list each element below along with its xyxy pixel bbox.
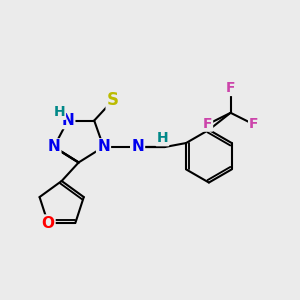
Text: F: F (226, 81, 235, 95)
Text: F: F (249, 117, 259, 131)
Text: F: F (202, 117, 212, 131)
Text: H: H (157, 131, 168, 145)
Text: N: N (131, 140, 144, 154)
Text: S: S (107, 92, 119, 110)
Text: N: N (61, 113, 74, 128)
Text: H: H (53, 105, 65, 119)
Text: N: N (47, 140, 60, 154)
Text: N: N (97, 140, 110, 154)
Text: O: O (41, 215, 55, 230)
